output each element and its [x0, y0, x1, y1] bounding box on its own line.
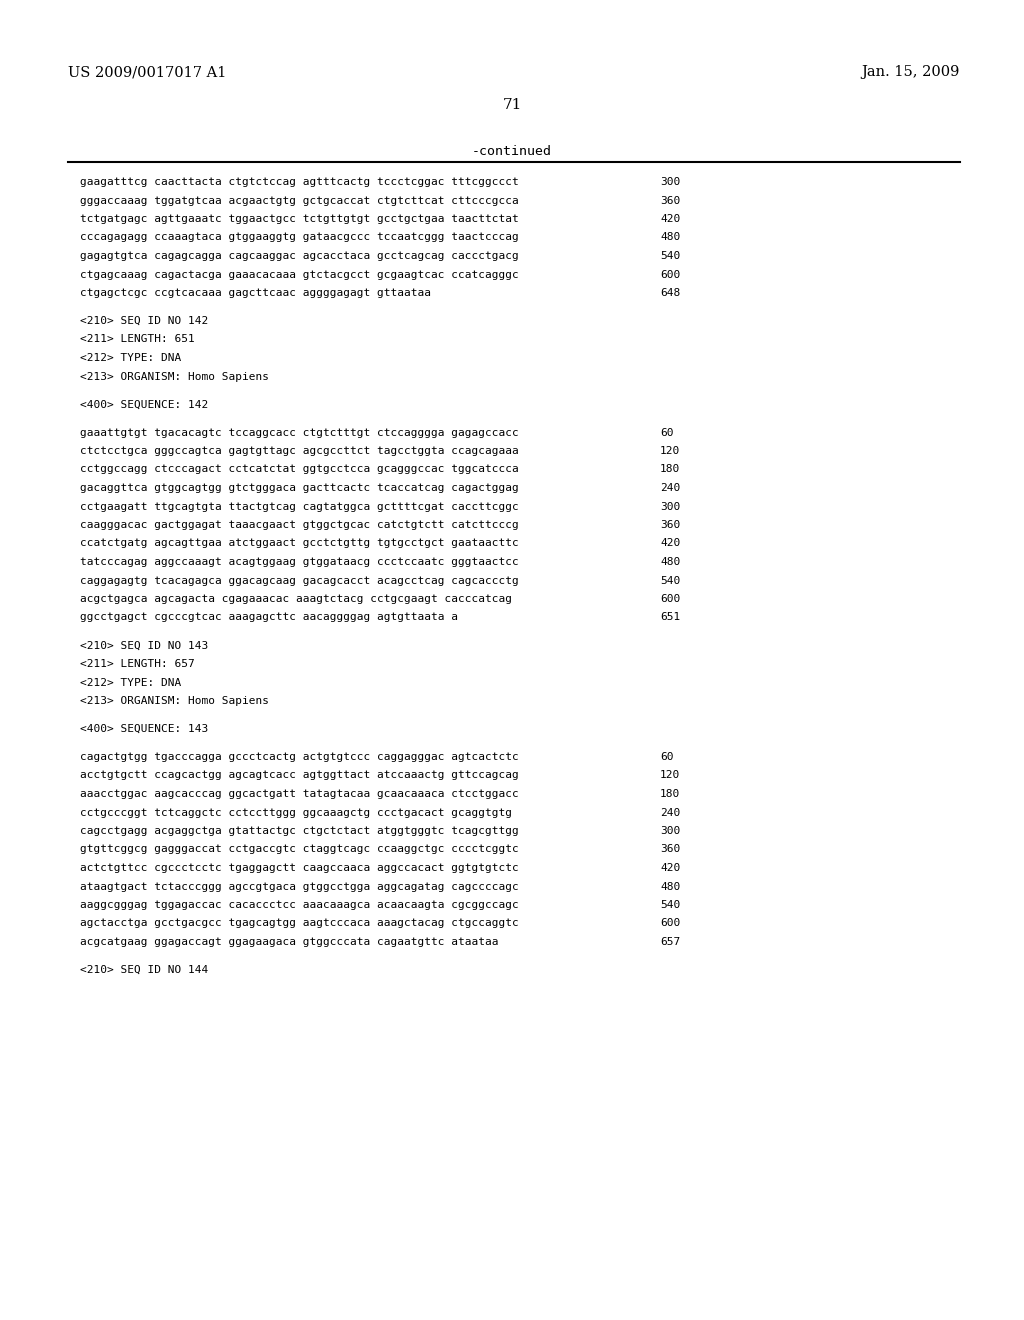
Text: <210> SEQ ID NO 143: <210> SEQ ID NO 143	[80, 640, 208, 651]
Text: 240: 240	[660, 483, 680, 492]
Text: gggaccaaag tggatgtcaa acgaactgtg gctgcaccat ctgtcttcat cttcccgcca: gggaccaaag tggatgtcaa acgaactgtg gctgcac…	[80, 195, 519, 206]
Text: 300: 300	[660, 502, 680, 511]
Text: 480: 480	[660, 232, 680, 243]
Text: 600: 600	[660, 269, 680, 280]
Text: 540: 540	[660, 900, 680, 909]
Text: 540: 540	[660, 576, 680, 586]
Text: aaggcgggag tggagaccac cacaccctcc aaacaaagca acaacaagta cgcggccagc: aaggcgggag tggagaccac cacaccctcc aaacaaa…	[80, 900, 519, 909]
Text: cctggccagg ctcccagact cctcatctat ggtgcctcca gcagggccac tggcatccca: cctggccagg ctcccagact cctcatctat ggtgcct…	[80, 465, 519, 474]
Text: <400> SEQUENCE: 143: <400> SEQUENCE: 143	[80, 723, 208, 734]
Text: cagcctgagg acgaggctga gtattactgc ctgctctact atggtgggtc tcagcgttgg: cagcctgagg acgaggctga gtattactgc ctgctct…	[80, 826, 519, 836]
Text: agctacctga gcctgacgcc tgagcagtgg aagtcccaca aaagctacag ctgccaggtc: agctacctga gcctgacgcc tgagcagtgg aagtccc…	[80, 919, 519, 928]
Text: 240: 240	[660, 808, 680, 817]
Text: 71: 71	[503, 98, 521, 112]
Text: aaacctggac aagcacccag ggcactgatt tatagtacaa gcaacaaaca ctcctggacc: aaacctggac aagcacccag ggcactgatt tatagta…	[80, 789, 519, 799]
Text: <213> ORGANISM: Homo Sapiens: <213> ORGANISM: Homo Sapiens	[80, 696, 269, 706]
Text: cagactgtgg tgacccagga gccctcactg actgtgtccc caggagggac agtcactctc: cagactgtgg tgacccagga gccctcactg actgtgt…	[80, 752, 519, 762]
Text: acctgtgctt ccagcactgg agcagtcacc agtggttact atccaaactg gttccagcag: acctgtgctt ccagcactgg agcagtcacc agtggtt…	[80, 771, 519, 780]
Text: 480: 480	[660, 557, 680, 568]
Text: 360: 360	[660, 845, 680, 854]
Text: <212> TYPE: DNA: <212> TYPE: DNA	[80, 352, 181, 363]
Text: gacaggttca gtggcagtgg gtctgggaca gacttcactc tcaccatcag cagactggag: gacaggttca gtggcagtgg gtctgggaca gacttca…	[80, 483, 519, 492]
Text: ataagtgact tctacccggg agccgtgaca gtggcctgga aggcagatag cagccccagc: ataagtgact tctacccggg agccgtgaca gtggcct…	[80, 882, 519, 891]
Text: <210> SEQ ID NO 142: <210> SEQ ID NO 142	[80, 315, 208, 326]
Text: gaagatttcg caacttacta ctgtctccag agtttcactg tccctcggac tttcggccct: gaagatttcg caacttacta ctgtctccag agtttca…	[80, 177, 519, 187]
Text: 651: 651	[660, 612, 680, 623]
Text: 180: 180	[660, 465, 680, 474]
Text: 420: 420	[660, 863, 680, 873]
Text: <211> LENGTH: 651: <211> LENGTH: 651	[80, 334, 195, 345]
Text: ctgagctcgc ccgtcacaaa gagcttcaac aggggagagt gttaataa: ctgagctcgc ccgtcacaaa gagcttcaac aggggag…	[80, 288, 431, 298]
Text: tatcccagag aggccaaagt acagtggaag gtggataacg ccctccaatc gggtaactcc: tatcccagag aggccaaagt acagtggaag gtggata…	[80, 557, 519, 568]
Text: ctctcctgca gggccagtca gagtgttagc agcgccttct tagcctggta ccagcagaaa: ctctcctgca gggccagtca gagtgttagc agcgcct…	[80, 446, 519, 455]
Text: 600: 600	[660, 919, 680, 928]
Text: 648: 648	[660, 288, 680, 298]
Text: -continued: -continued	[472, 145, 552, 158]
Text: 420: 420	[660, 214, 680, 224]
Text: ggcctgagct cgcccgtcac aaagagcttc aacaggggag agtgttaata a: ggcctgagct cgcccgtcac aaagagcttc aacaggg…	[80, 612, 458, 623]
Text: 420: 420	[660, 539, 680, 549]
Text: 180: 180	[660, 789, 680, 799]
Text: 360: 360	[660, 520, 680, 531]
Text: <213> ORGANISM: Homo Sapiens: <213> ORGANISM: Homo Sapiens	[80, 371, 269, 381]
Text: 600: 600	[660, 594, 680, 605]
Text: 300: 300	[660, 826, 680, 836]
Text: acgcatgaag ggagaccagt ggagaagaca gtggcccata cagaatgttc ataataa: acgcatgaag ggagaccagt ggagaagaca gtggccc…	[80, 937, 499, 946]
Text: 480: 480	[660, 882, 680, 891]
Text: caggagagtg tcacagagca ggacagcaag gacagcacct acagcctcag cagcaccctg: caggagagtg tcacagagca ggacagcaag gacagca…	[80, 576, 519, 586]
Text: <212> TYPE: DNA: <212> TYPE: DNA	[80, 677, 181, 688]
Text: 360: 360	[660, 195, 680, 206]
Text: caagggacac gactggagat taaacgaact gtggctgcac catctgtctt catcttcccg: caagggacac gactggagat taaacgaact gtggctg…	[80, 520, 519, 531]
Text: 657: 657	[660, 937, 680, 946]
Text: cctgaagatt ttgcagtgta ttactgtcag cagtatggca gcttttcgat caccttcggc: cctgaagatt ttgcagtgta ttactgtcag cagtatg…	[80, 502, 519, 511]
Text: 60: 60	[660, 428, 674, 437]
Text: US 2009/0017017 A1: US 2009/0017017 A1	[68, 65, 226, 79]
Text: gagagtgtca cagagcagga cagcaaggac agcacctaca gcctcagcag caccctgacg: gagagtgtca cagagcagga cagcaaggac agcacct…	[80, 251, 519, 261]
Text: ccatctgatg agcagttgaa atctggaact gcctctgttg tgtgcctgct gaataacttc: ccatctgatg agcagttgaa atctggaact gcctctg…	[80, 539, 519, 549]
Text: <400> SEQUENCE: 142: <400> SEQUENCE: 142	[80, 400, 208, 409]
Text: 120: 120	[660, 771, 680, 780]
Text: 300: 300	[660, 177, 680, 187]
Text: tctgatgagc agttgaaatc tggaactgcc tctgttgtgt gcctgctgaa taacttctat: tctgatgagc agttgaaatc tggaactgcc tctgttg…	[80, 214, 519, 224]
Text: <210> SEQ ID NO 144: <210> SEQ ID NO 144	[80, 965, 208, 975]
Text: 540: 540	[660, 251, 680, 261]
Text: acgctgagca agcagacta cgagaaacac aaagtctacg cctgcgaagt cacccatcag: acgctgagca agcagacta cgagaaacac aaagtcta…	[80, 594, 512, 605]
Text: cctgcccggt tctcaggctc cctccttggg ggcaaagctg ccctgacact gcaggtgtg: cctgcccggt tctcaggctc cctccttggg ggcaaag…	[80, 808, 512, 817]
Text: ctgagcaaag cagactacga gaaacacaaa gtctacgcct gcgaagtcac ccatcagggc: ctgagcaaag cagactacga gaaacacaaa gtctacg…	[80, 269, 519, 280]
Text: gtgttcggcg gagggaccat cctgaccgtc ctaggtcagc ccaaggctgc cccctcggtc: gtgttcggcg gagggaccat cctgaccgtc ctaggtc…	[80, 845, 519, 854]
Text: gaaattgtgt tgacacagtc tccaggcacc ctgtctttgt ctccagggga gagagccacc: gaaattgtgt tgacacagtc tccaggcacc ctgtctt…	[80, 428, 519, 437]
Text: actctgttcc cgccctcctc tgaggagctt caagccaaca aggccacact ggtgtgtctc: actctgttcc cgccctcctc tgaggagctt caagcca…	[80, 863, 519, 873]
Text: 120: 120	[660, 446, 680, 455]
Text: Jan. 15, 2009: Jan. 15, 2009	[861, 65, 961, 79]
Text: 60: 60	[660, 752, 674, 762]
Text: <211> LENGTH: 657: <211> LENGTH: 657	[80, 659, 195, 669]
Text: cccagagagg ccaaagtaca gtggaaggtg gataacgccc tccaatcggg taactcccag: cccagagagg ccaaagtaca gtggaaggtg gataacg…	[80, 232, 519, 243]
